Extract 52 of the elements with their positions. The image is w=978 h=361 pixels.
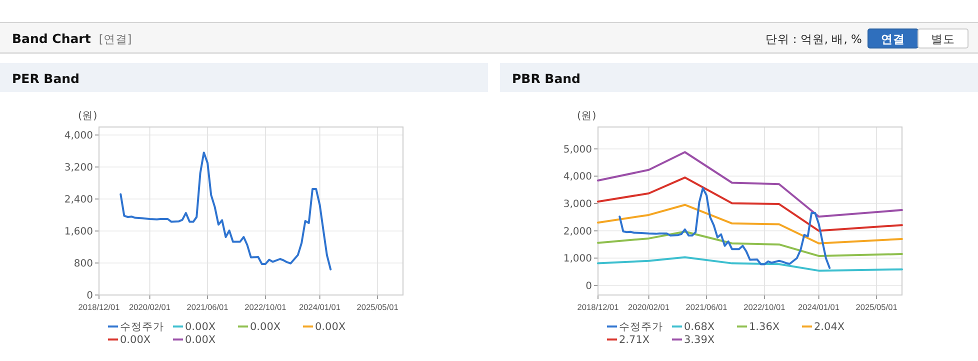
text: Band Chart (12, 31, 91, 46)
legend-label: 수정주가 (619, 321, 663, 333)
y-tick-label: 800 (74, 258, 93, 270)
x-tick-label: 2024/01/01 (798, 302, 840, 312)
x-tick-label: 2025/05/01 (856, 302, 898, 312)
y-tick-label: 0 (86, 290, 93, 302)
line-series (597, 151, 903, 218)
line-series (597, 176, 903, 232)
text: 별도 (931, 32, 955, 46)
y-tick-label: 4,000 (563, 172, 592, 183)
x-tick-label: 2022/10/01 (744, 302, 786, 312)
legend-label: 0.68X (684, 321, 715, 333)
x-tick-label: 2025/05/01 (356, 302, 399, 312)
x-tick-label: 2021/06/01 (186, 302, 229, 312)
x-tick-label: 2021/06/01 (686, 302, 728, 312)
y-tick-label: 4,000 (64, 130, 93, 142)
legend-label: 1.36X (749, 321, 780, 333)
y-tick-label: 3,000 (563, 198, 592, 210)
x-tick-label: 2020/02/01 (628, 302, 670, 312)
y-tick-label: 3,200 (64, 162, 93, 174)
y-tick-label: 2,400 (64, 194, 93, 206)
x-tick-label: 2024/01/01 (299, 302, 341, 312)
line-series (618, 187, 831, 269)
legend-label: 2.04X (814, 321, 845, 333)
legend-label: 3.39X (684, 334, 715, 346)
y-axis-title: (원) (577, 110, 596, 122)
text: 단위 : 억원, 배, % (765, 32, 862, 46)
y-tick-label: 5,000 (563, 144, 592, 156)
y-tick-label: 0 (586, 280, 592, 292)
line-series (120, 152, 332, 270)
y-axis-title: (원) (78, 110, 98, 122)
chart-title: PER Band (12, 71, 80, 86)
text: 연결 (881, 32, 905, 46)
chart-title: PBR Band (512, 71, 580, 86)
line-series (597, 204, 903, 244)
x-tick-label: 2020/02/01 (129, 302, 171, 312)
y-tick-label: 1,000 (563, 254, 592, 265)
x-tick-label: 2022/10/01 (244, 302, 287, 312)
y-tick-label: 2,000 (563, 226, 592, 238)
legend-label: 0.00X (120, 334, 151, 346)
legend-label: 0.00X (185, 321, 216, 333)
legend-label: 0.00X (185, 334, 216, 346)
legend-label: 0.00X (250, 321, 281, 333)
legend-label: 수정주가 (120, 321, 164, 333)
x-tick-label: 2018/12/01 (577, 302, 620, 312)
legend-label: 2.71X (619, 334, 650, 346)
legend-label: 0.00X (315, 321, 346, 333)
line-series (597, 230, 903, 257)
line-series (597, 256, 903, 272)
x-tick-label: 2018/12/01 (78, 302, 120, 312)
text: [연결] (98, 32, 132, 46)
y-tick-label: 1,600 (64, 226, 93, 238)
